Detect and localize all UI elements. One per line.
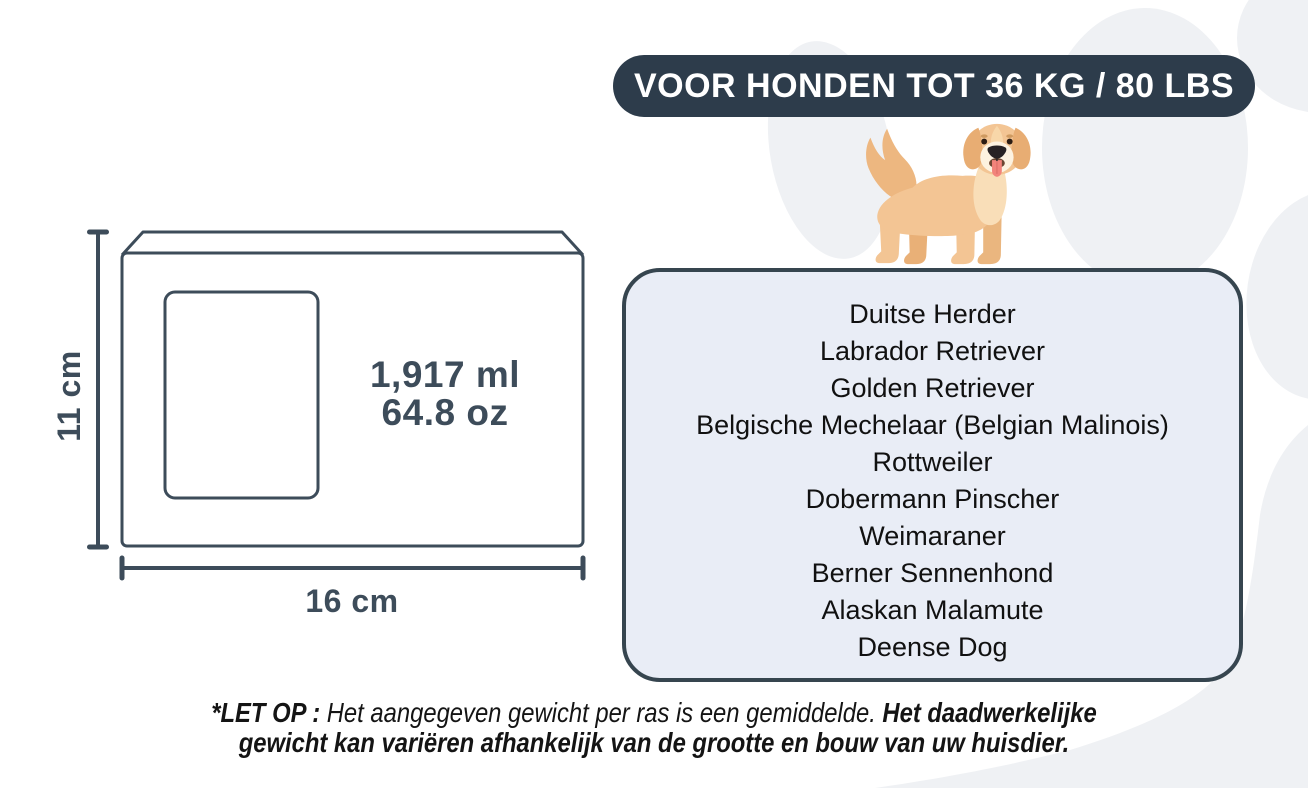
height-label: 11 cm: [51, 350, 87, 441]
breed-item: Golden Retriever: [830, 373, 1035, 403]
paw-toe-shape: [1042, 8, 1248, 288]
paw-toe-shape: [1246, 190, 1308, 400]
breed-item: Belgische Mechelaar (Belgian Malinois): [696, 410, 1169, 440]
breed-item: Deense Dog: [857, 632, 1008, 662]
dog-forehead-blaze: [990, 125, 1004, 145]
width-label: 16 cm: [305, 583, 398, 619]
banner-label: VOOR HONDEN TOT 36 KG / 80 LBS: [633, 66, 1235, 105]
breed-item: Labrador Retriever: [819, 336, 1046, 366]
breed-list-box: Duitse Herder Labrador Retriever Golden …: [622, 268, 1243, 682]
box-opening: [163, 290, 320, 500]
disclaimer-body: Het aangegeven gewicht per ras is een ge…: [326, 697, 883, 728]
dog-body: [877, 175, 993, 237]
dog-ear: [963, 127, 983, 170]
paw-pad-shape: [875, 425, 1308, 788]
disclaimer-emphasis-start: Het daadwerkelijke: [882, 697, 1097, 728]
dog-eye: [1006, 138, 1013, 145]
height-dimension-line: [87, 229, 109, 550]
dog-nose: [987, 145, 1007, 159]
breed-item: Dobermann Pinscher: [805, 484, 1060, 514]
container-dimension-diagram: 1,917 ml 64.8 oz 11 cm 16 cm: [51, 229, 586, 619]
breed-item: Berner Sennenhond: [811, 558, 1054, 588]
volume-oz-label: 64.8 oz: [382, 392, 509, 433]
disclaimer-emphasis-end: gewicht kan variëren afhankelijk van de …: [238, 727, 1070, 758]
width-dimension-line: [119, 555, 586, 581]
dog-brow: [980, 134, 988, 138]
breed-item: Duitse Herder: [849, 299, 1016, 329]
breed-item: Alaskan Malamute: [821, 595, 1044, 625]
disclaimer-note: *LET OP : Het aangegeven gewicht per ras…: [204, 698, 1105, 758]
disclaimer-line-1: *LET OP : Het aangegeven gewicht per ras…: [204, 698, 1105, 728]
breed-item: Rottweiler: [872, 447, 993, 477]
breed-item: Weimaraner: [859, 521, 1006, 551]
dog-chest-fur: [973, 167, 1007, 226]
volume-ml-label: 1,917 ml: [370, 354, 520, 395]
disclaimer-line-2: gewicht kan variëren afhankelijk van de …: [204, 728, 1105, 758]
paw-toe-shape: [1237, 0, 1308, 112]
dog-eye: [981, 138, 988, 145]
dog-ear: [1011, 127, 1031, 170]
golden-retriever-icon: [866, 123, 1031, 265]
dog-brow: [1006, 134, 1014, 138]
weight-capacity-banner: VOOR HONDEN TOT 36 KG / 80 LBS: [613, 55, 1255, 117]
dog-tail: [866, 128, 917, 206]
disclaimer-prefix: *LET OP :: [211, 697, 327, 728]
box-top-face: [120, 230, 585, 257]
